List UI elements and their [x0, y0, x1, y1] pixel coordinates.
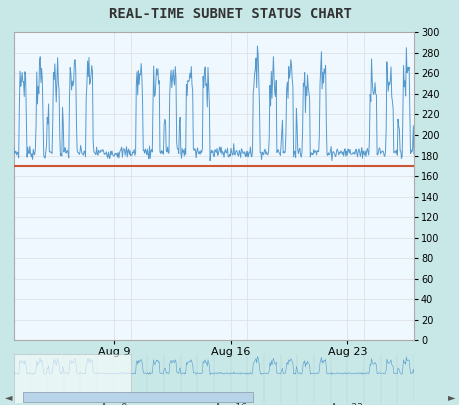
Text: Aug 9: Aug 9	[101, 403, 127, 405]
Text: Aug 16: Aug 16	[214, 403, 246, 405]
FancyBboxPatch shape	[23, 392, 252, 402]
Text: ◄: ◄	[5, 392, 12, 402]
Text: Aug 23: Aug 23	[330, 403, 363, 405]
FancyBboxPatch shape	[14, 354, 130, 403]
Text: ►: ►	[447, 392, 454, 402]
Text: REAL-TIME SUBNET STATUS CHART: REAL-TIME SUBNET STATUS CHART	[108, 7, 351, 21]
